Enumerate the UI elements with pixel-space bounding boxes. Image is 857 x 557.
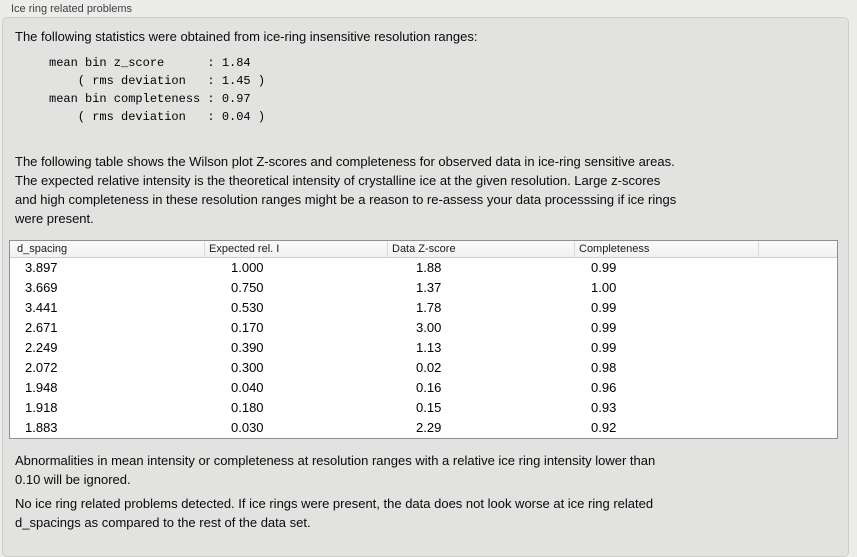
cell-data-z-score: 3.00 [416,320,442,335]
ice-ring-table: d_spacing Expected rel. I Data Z-score Comp… [9,240,838,439]
column-header-filler [759,241,837,257]
cell-filler [759,298,837,318]
abnormalities-note-text: Abnormalities in mean intensity or compl… [15,453,656,487]
cell-d_spacing: 2.072 [25,360,58,375]
cell-expected-rel-i: 0.390 [231,340,264,355]
cell-completeness: 0.99 [591,260,617,275]
statistics-intro-text: The following statistics were obtained f… [15,29,478,44]
cell-completeness: 0.99 [591,320,617,335]
cell-filler [759,258,837,278]
cell-filler [759,378,837,398]
cell-expected-rel-i: 0.300 [231,360,264,375]
cell-data-z-score: 1.13 [416,340,442,355]
cell-d_spacing: 3.441 [25,300,58,315]
table-row[interactable]: 2.072 0.300 0.02 0.98 [10,358,837,378]
cell-expected-rel-i: 0.180 [231,400,264,415]
cell-expected-rel-i: 0.030 [231,420,264,435]
cell-completeness: 0.93 [591,400,617,415]
cell-completeness: 0.92 [591,420,617,435]
cell-filler [759,418,837,438]
conclusion-text: No ice ring related problems detected. I… [15,496,654,530]
cell-expected-rel-i: 0.530 [231,300,264,315]
column-header-d_spacing[interactable]: d_spacing [10,241,205,257]
cell-expected-rel-i: 0.170 [231,320,264,335]
cell-d_spacing: 2.249 [25,340,58,355]
cell-data-z-score: 0.16 [416,380,442,395]
cell-filler [759,358,837,378]
table-row[interactable]: 1.948 0.040 0.16 0.96 [10,378,837,398]
cell-expected-rel-i: 1.000 [231,260,264,275]
column-header-completeness[interactable]: Completeness [575,241,759,257]
cell-filler [759,338,837,358]
table-row[interactable]: 1.883 0.030 2.29 0.92 [10,418,837,438]
cell-d_spacing: 1.883 [25,420,58,435]
table-row[interactable]: 3.669 0.750 1.37 1.00 [10,278,837,298]
cell-completeness: 0.99 [591,300,617,315]
cell-expected-rel-i: 0.040 [231,380,264,395]
bin-statistics-block: mean bin z_score : 1.84 ( rms deviation … [49,56,266,124]
cell-completeness: 0.99 [591,340,617,355]
cell-completeness: 0.98 [591,360,617,375]
table-row[interactable]: 2.671 0.170 3.00 0.99 [10,318,837,338]
cell-data-z-score: 0.02 [416,360,442,375]
table-body: 3.897 1.000 1.88 0.99 3.669 0.750 1.37 1.00 3.44… [10,258,837,438]
cell-data-z-score: 2.29 [416,420,442,435]
column-header-expected-rel-i[interactable]: Expected rel. I [205,241,388,257]
cell-d_spacing: 2.671 [25,320,58,335]
page-title: Ice ring related problems [11,3,133,15]
cell-completeness: 0.96 [591,380,617,395]
cell-d_spacing: 1.918 [25,400,58,415]
cell-data-z-score: 1.37 [416,280,442,295]
cell-d_spacing: 3.897 [25,260,58,275]
ice-ring-panel-page: { "window": { "title": "Ice ring related… [2,3,849,557]
cell-filler [759,398,837,418]
cell-expected-rel-i: 0.750 [231,280,264,295]
cell-d_spacing: 1.948 [25,380,58,395]
table-description-text: The following table shows the Wilson plo… [15,154,677,226]
cell-d_spacing: 3.669 [25,280,58,295]
ice-ring-groupbox: The following statistics were obtained f… [2,17,849,557]
cell-filler [759,278,837,298]
column-header-data-z-score[interactable]: Data Z-score [388,241,575,257]
cell-data-z-score: 1.78 [416,300,442,315]
table-row[interactable]: 3.441 0.530 1.78 0.99 [10,298,837,318]
cell-data-z-score: 0.15 [416,400,442,415]
cell-data-z-score: 1.88 [416,260,442,275]
table-row[interactable]: 1.918 0.180 0.15 0.93 [10,398,837,418]
cell-filler [759,318,837,338]
cell-completeness: 1.00 [591,280,617,295]
table-row[interactable]: 3.897 1.000 1.88 0.99 [10,258,837,278]
table-row[interactable]: 2.249 0.390 1.13 0.99 [10,338,837,358]
table-header: d_spacing Expected rel. I Data Z-score Comp… [10,241,837,258]
